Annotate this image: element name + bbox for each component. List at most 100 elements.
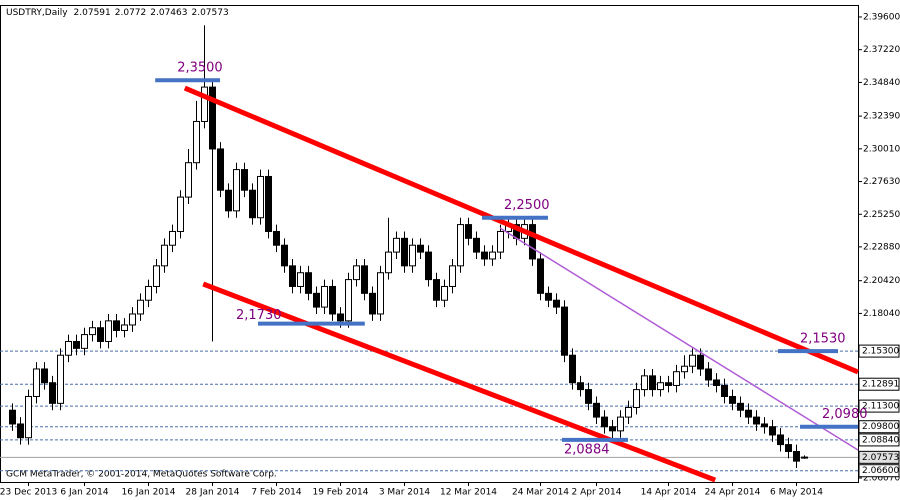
x-tick-label: 6 May 2014 (770, 488, 823, 498)
candle-body (305, 272, 312, 294)
candle-body (73, 340, 80, 349)
candle-body (281, 244, 288, 267)
candle-body (97, 327, 104, 342)
candle-body (425, 251, 432, 281)
candle-body (737, 402, 744, 411)
candle-body (497, 230, 504, 253)
level-label: 2.11300 (862, 402, 899, 412)
x-tick-label: 6 Jan 2014 (60, 488, 108, 498)
x-tick-label: 16 Jan 2014 (122, 488, 176, 498)
candle-body (441, 285, 448, 301)
candle-body (641, 375, 648, 391)
candle-body (457, 224, 464, 267)
level-label-box (858, 344, 900, 358)
candle-body (633, 389, 640, 408)
candle-body (81, 334, 88, 349)
x-tick-label: 24 Apr 2014 (705, 488, 761, 498)
y-tick-label: 2.34840 (863, 78, 900, 88)
candle-body (161, 244, 168, 267)
level-label-box (858, 420, 900, 434)
trendline (183, 85, 859, 375)
y-tick-label: 2.25250 (863, 210, 900, 220)
candle-body (465, 224, 472, 239)
marker-label: 2,1730 (236, 308, 282, 323)
candle-body (601, 416, 608, 428)
candle-body (9, 409, 16, 425)
level-label-box (858, 433, 900, 447)
candle-body (65, 340, 72, 356)
candle-body (657, 382, 664, 391)
candle-body (377, 272, 384, 315)
candle-body (337, 313, 344, 322)
candle-body (369, 292, 376, 315)
candle-body (593, 402, 600, 418)
trendline (202, 281, 717, 483)
last-high: 2.0772 (115, 8, 147, 18)
candle-body (137, 299, 144, 315)
level-label: 2.12891 (862, 380, 899, 390)
level-label: 2.06600 (862, 466, 899, 476)
marker-label: 2,0980 (822, 407, 868, 422)
candle-body (649, 375, 656, 391)
level-label-box (858, 464, 900, 478)
candle-body (185, 162, 192, 198)
candle-body (201, 86, 208, 122)
candle-body (17, 423, 24, 439)
chart-header: USDTRY,Daily 2.07591 2.0772 2.07463 2.07573 (6, 8, 229, 18)
candle-body (145, 285, 152, 301)
candle-body (673, 371, 680, 386)
x-tick-label: 23 Dec 2013 (0, 488, 57, 498)
y-tick-label: 2.20420 (863, 276, 900, 286)
candle-body (697, 354, 704, 370)
candle-body (449, 265, 456, 287)
marker-label: 2,3500 (177, 61, 223, 76)
candle-body (329, 285, 336, 315)
footer: GCM MetaTrader, © 2001-2014, MetaQuotes … (6, 470, 277, 480)
candle-body (769, 426, 776, 436)
price-label: 2.07573 (862, 453, 899, 463)
marker-label: 2,2500 (504, 198, 550, 213)
symbol: USDTRY,Daily (6, 8, 68, 18)
candle-body (681, 365, 688, 373)
last-close: 2.07573 (191, 8, 228, 18)
candle-body (41, 368, 48, 384)
candle-body (393, 237, 400, 253)
candle-body (561, 306, 568, 356)
candle-body (529, 224, 536, 260)
plot-frame (0, 5, 859, 483)
candle-body (233, 169, 240, 212)
candle-body (409, 244, 416, 267)
y-tick-label: 2.27630 (863, 177, 900, 187)
candle-body (537, 258, 544, 294)
candle-body (209, 86, 216, 150)
candle-body (793, 450, 800, 462)
candle-body (777, 434, 784, 446)
x-tick-label: 19 Feb 2014 (312, 488, 368, 498)
candle-body (729, 395, 736, 404)
candle-body (89, 327, 96, 336)
candle-body (289, 265, 296, 287)
candle-body (353, 265, 360, 281)
y-tick-label: 2.30010 (863, 144, 900, 154)
candle-body (241, 169, 248, 191)
candle-body (785, 444, 792, 452)
candle-body (625, 406, 632, 418)
candle-body (265, 175, 272, 232)
candle-body (481, 251, 488, 260)
candle-body (617, 416, 624, 432)
candle-body (361, 265, 368, 294)
candle-body (489, 251, 496, 260)
candle-body (713, 379, 720, 386)
candle-body (577, 382, 584, 391)
candle-body (569, 354, 576, 384)
y-tick-label: 2.06070 (863, 474, 900, 484)
level-label: 2.15300 (862, 347, 899, 357)
x-tick-label: 7 Feb 2014 (251, 488, 302, 498)
candle-body (321, 285, 328, 308)
candle-body (761, 423, 768, 428)
candle-body (49, 382, 56, 404)
level-label-box (858, 377, 900, 391)
candle-body (217, 148, 224, 191)
candle-body (705, 368, 712, 381)
